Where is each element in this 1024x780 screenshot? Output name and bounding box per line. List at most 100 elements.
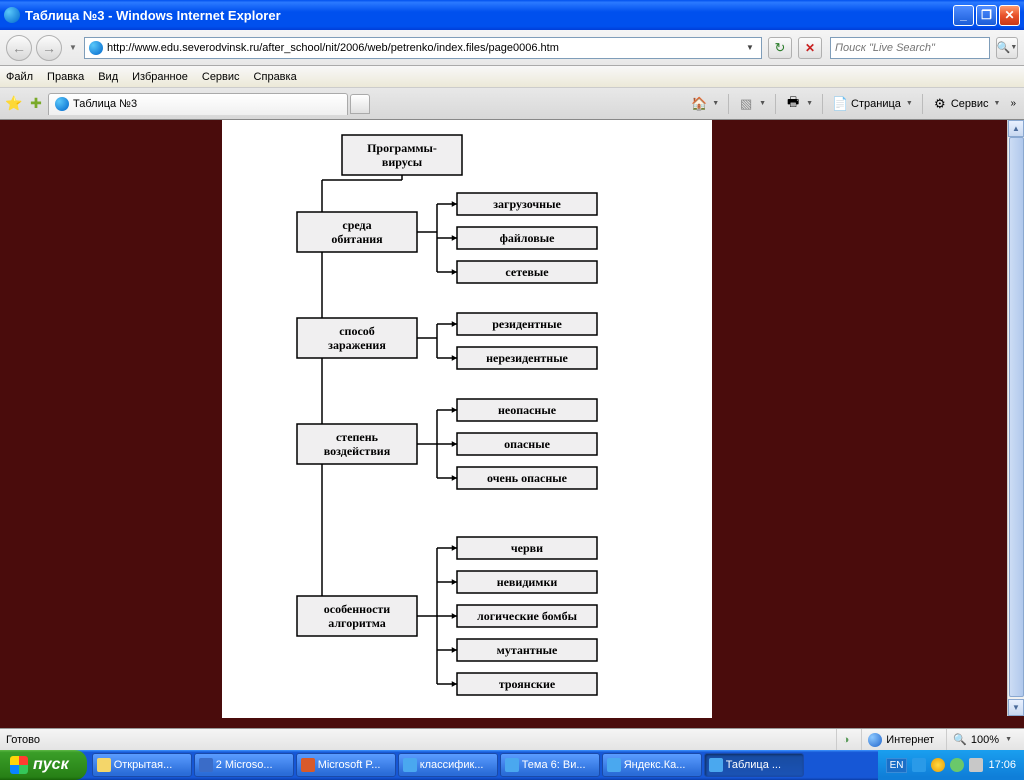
taskbar-item-label: Яндекс.Ка... <box>624 759 686 771</box>
svg-text:логические бомбы: логические бомбы <box>477 609 578 623</box>
tab-active[interactable]: Таблица №3 <box>48 93 348 115</box>
scroll-down-button[interactable]: ▼ <box>1008 699 1024 716</box>
tray-icon-3[interactable] <box>950 758 964 772</box>
taskbar-item-icon <box>709 758 723 772</box>
tab-title: Таблица №3 <box>73 98 137 110</box>
close-button[interactable]: ✕ <box>999 5 1020 26</box>
search-box[interactable] <box>830 37 990 59</box>
scroll-thumb[interactable] <box>1009 137 1024 697</box>
back-button[interactable]: ← <box>6 35 32 61</box>
menu-help[interactable]: Справка <box>254 71 297 83</box>
nav-history-drop[interactable]: ▼ <box>66 36 80 60</box>
windows-logo-icon <box>10 756 28 774</box>
printer-icon: 🖶 <box>785 96 801 112</box>
taskbar-item-label: Открытая... <box>114 759 173 771</box>
status-phishing[interactable]: ◑ <box>836 729 856 750</box>
address-bar[interactable]: ▼ <box>84 37 762 59</box>
taskbar-item-icon <box>403 758 417 772</box>
menu-tools[interactable]: Сервис <box>202 71 240 83</box>
minimize-button[interactable]: _ <box>953 5 974 26</box>
forward-button[interactable]: → <box>36 35 62 61</box>
taskbar-item[interactable]: Тема 6: Ви... <box>500 753 600 777</box>
svg-text:невидимки: невидимки <box>497 575 558 589</box>
svg-text:файловые: файловые <box>500 231 556 245</box>
zoom-icon: 🔍 <box>953 733 967 746</box>
taskbar-item[interactable]: Таблица ... <box>704 753 804 777</box>
window-title: Таблица №3 - Windows Internet Explorer <box>25 8 281 23</box>
svg-text:воздействия: воздействия <box>324 444 391 458</box>
page-icon: 📄 <box>832 96 848 112</box>
statusbar: Готово ◑ Интернет 🔍 100% ▼ <box>0 728 1024 750</box>
taskbar-item-label: Тема 6: Ви... <box>522 759 586 771</box>
scroll-up-button[interactable]: ▲ <box>1008 120 1024 137</box>
new-tab-button[interactable] <box>350 94 370 114</box>
svg-text:опасные: опасные <box>504 437 551 451</box>
taskbar-item-icon <box>301 758 315 772</box>
feeds-button[interactable]: ▧▼ <box>734 94 770 114</box>
diagram: Программы-вирусы средаобитания загрузочные… <box>222 120 712 718</box>
menu-view[interactable]: Вид <box>98 71 118 83</box>
home-button[interactable]: 🏠▼ <box>687 94 723 114</box>
svg-text:очень опасные: очень опасные <box>487 471 568 485</box>
page-menu-button[interactable]: 📄Страница▼ <box>828 94 917 114</box>
taskbar-item[interactable]: классифик... <box>398 753 498 777</box>
search-button[interactable]: 🔍▼ <box>996 37 1018 59</box>
svg-text:особенности: особенности <box>324 602 391 616</box>
taskbar-item[interactable]: 2 Microso... <box>194 753 294 777</box>
favorites-star-icon[interactable]: ⭐ <box>4 94 24 114</box>
more-button[interactable]: » <box>1006 96 1020 111</box>
home-icon: 🏠 <box>691 96 707 112</box>
menu-edit[interactable]: Правка <box>47 71 84 83</box>
rss-icon: ▧ <box>738 96 754 112</box>
status-zoom[interactable]: 🔍 100% ▼ <box>946 729 1018 750</box>
tools-menu-button[interactable]: ⚙Сервис▼ <box>928 94 1005 114</box>
svg-text:вирусы: вирусы <box>382 155 423 169</box>
taskbar-item-label: классифик... <box>420 759 484 771</box>
start-button[interactable]: пуск <box>0 750 87 780</box>
menu-favorites[interactable]: Избранное <box>132 71 188 83</box>
taskbar-item-label: Таблица ... <box>726 759 781 771</box>
svg-text:заражения: заражения <box>328 338 386 352</box>
maximize-button[interactable]: ❐ <box>976 5 997 26</box>
tabbar: ⭐ ✚ Таблица №3 🏠▼ ▧▼ 🖶▼ 📄Страница▼ ⚙Серв… <box>0 88 1024 120</box>
navbar: ← → ▼ ▼ ↻ ✕ 🔍▼ <box>0 30 1024 66</box>
page-icon <box>89 41 103 55</box>
svg-text:Программы-: Программы- <box>367 141 437 155</box>
url-drop[interactable]: ▼ <box>743 43 757 52</box>
stop-button[interactable]: ✕ <box>798 37 822 59</box>
taskbar-item[interactable]: Открытая... <box>92 753 192 777</box>
status-text: Готово <box>6 734 40 746</box>
content-area: Программы-вирусы средаобитания загрузочные… <box>0 120 1024 728</box>
svg-text:резидентные: резидентные <box>492 317 562 331</box>
url-input[interactable] <box>107 42 743 54</box>
internet-zone-icon <box>868 733 882 747</box>
search-input[interactable] <box>835 42 985 54</box>
refresh-button[interactable]: ↻ <box>768 37 792 59</box>
tray-icon-2[interactable] <box>931 758 945 772</box>
svg-text:среда: среда <box>342 218 371 232</box>
taskbar-item-icon <box>199 758 213 772</box>
menu-file[interactable]: Файл <box>6 71 33 83</box>
tray-icon-1[interactable] <box>912 758 926 772</box>
svg-text:способ: способ <box>339 324 375 338</box>
taskbar-item[interactable]: Microsoft P... <box>296 753 396 777</box>
svg-text:троянские: троянские <box>499 677 556 691</box>
taskbar-item[interactable]: Яндекс.Ка... <box>602 753 702 777</box>
print-button[interactable]: 🖶▼ <box>781 94 817 114</box>
taskbar-item-label: Microsoft P... <box>318 759 381 771</box>
svg-text:алгоритма: алгоритма <box>328 616 386 630</box>
vertical-scrollbar[interactable]: ▲ ▼ <box>1007 120 1024 716</box>
svg-text:загрузочные: загрузочные <box>493 197 561 211</box>
status-zone[interactable]: Интернет <box>861 729 940 750</box>
shield-icon: ◑ <box>843 734 850 746</box>
svg-text:неопасные: неопасные <box>498 403 557 417</box>
ie-icon <box>4 7 20 23</box>
taskbar-item-label: 2 Microso... <box>216 759 273 771</box>
tab-page-icon <box>55 97 69 111</box>
svg-text:нерезидентные: нерезидентные <box>486 351 568 365</box>
add-favorite-icon[interactable]: ✚ <box>26 94 46 114</box>
tray-icon-4[interactable] <box>969 758 983 772</box>
svg-text:обитания: обитания <box>331 232 383 246</box>
clock[interactable]: 17:06 <box>988 759 1016 771</box>
language-indicator[interactable]: EN <box>886 758 908 773</box>
